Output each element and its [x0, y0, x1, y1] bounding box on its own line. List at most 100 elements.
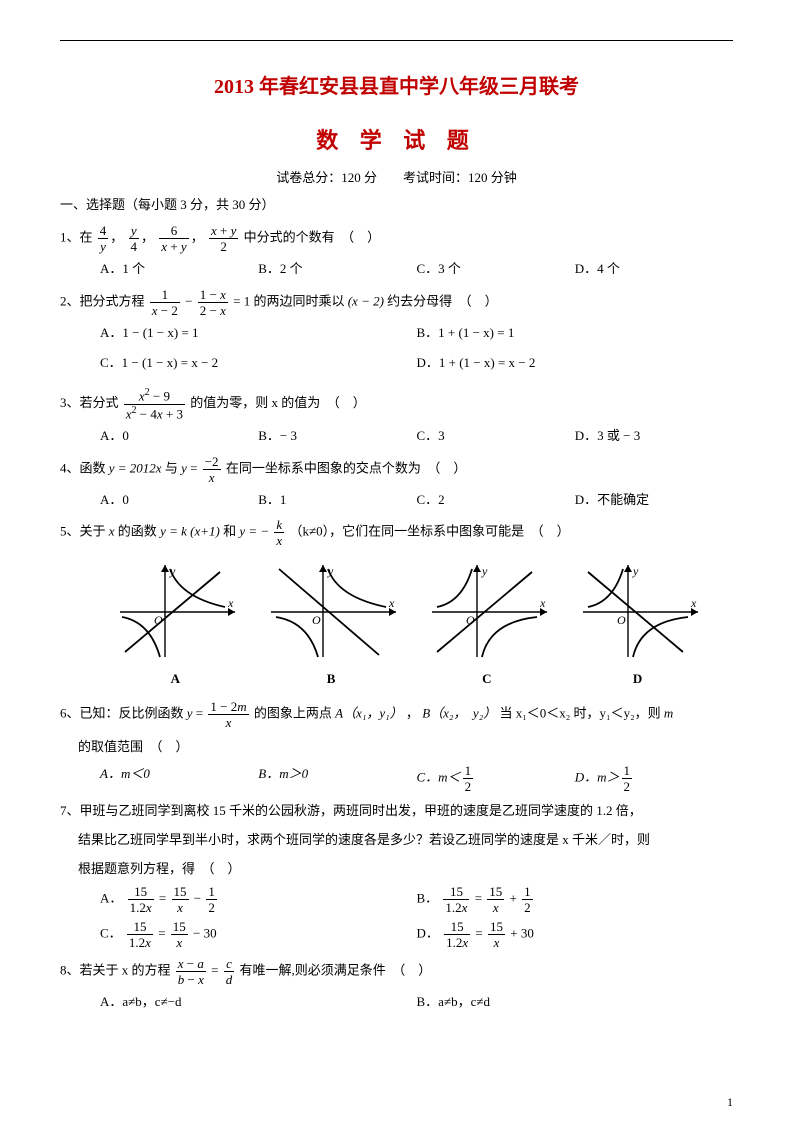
frac-q6: 1 − 2mx — [208, 700, 248, 729]
question-2: 2、把分式方程 1x − 2 − 1 − x2 − x = 1 的两边同时乘以 … — [60, 288, 733, 317]
q2-options-row2: C．1 − (1 − x) = x − 2 D．1 + (1 − x) = x … — [100, 353, 733, 374]
q6-opt-c: C．m＜12 — [417, 764, 575, 793]
q6-ptA: A（x₁，y₁） — [335, 706, 403, 721]
q8-options: A．a≠b，c≠−d B．a≠b，c≠d — [100, 992, 733, 1013]
q4-options: A．0 B．1 C．2 D．不能确定 — [100, 490, 733, 511]
q2-opt-c: C．1 − (1 − x) = x − 2 — [100, 353, 417, 374]
q3-options: A．0 B．− 3 C．3 D．3 或 − 3 — [100, 426, 733, 447]
q5-f1: y = k (x+1) — [160, 524, 220, 539]
question-7-line1: 7、甲班与乙班同学到离校 15 千米的公园秋游，两班同时出发，甲班的速度是乙班同… — [60, 801, 733, 822]
q3-opt-b: B．− 3 — [258, 426, 416, 447]
graph-c: y x O — [422, 557, 552, 667]
q2-mid2: 约去分母得 （ ） — [387, 293, 498, 308]
question-7-line2: 结果比乙班同学早到半小时，求两个班同学的速度各是多少？若设乙班同学的速度是 x … — [78, 830, 733, 851]
graph-d-label: D — [573, 669, 703, 690]
q7-opt-a: A． 151.2x = 15x − 12 — [100, 885, 417, 914]
q5-mid2: 和 — [223, 524, 239, 539]
q6-line2: 的取值范围 （ ） — [78, 737, 733, 758]
q7-opt-c: C． 151.2x = 15x − 30 — [100, 920, 417, 949]
q3-mid: 的值为零，则 x 的值为 （ ） — [190, 395, 366, 410]
svg-text:O: O — [617, 613, 626, 627]
question-8: 8、若关于 x 的方程 x − ab − x = cd 有唯一解,则必须满足条件… — [60, 957, 733, 986]
svg-text:y: y — [632, 564, 639, 578]
q5-x: x — [109, 524, 115, 539]
svg-text:x: x — [539, 596, 546, 610]
q8-mid: 有唯一解,则必须满足条件 （ ） — [239, 963, 431, 978]
top-rule — [60, 40, 733, 41]
svg-text:x: x — [388, 596, 395, 610]
q7-opt-b: B． 151.2x = 15x + 12 — [417, 885, 734, 914]
q2-opt-d: D．1 + (1 − x) = x − 2 — [417, 353, 734, 374]
q3-opt-c: C．3 — [417, 426, 575, 447]
q1-prefix: 1、在 — [60, 229, 93, 244]
q1-options: A．1 个 B．2 个 C．3 个 D．4 个 — [100, 259, 733, 280]
q6-prefix: 6、已知：反比例函数 — [60, 706, 187, 721]
q4-prefix: 4、函数 — [60, 460, 109, 475]
graph-b-wrap: y x O B — [261, 557, 401, 690]
frac-q8-left: x − ab − x — [176, 957, 206, 986]
graph-a-wrap: y x O A — [110, 557, 240, 690]
q1-opt-b: B．2 个 — [258, 259, 416, 280]
q4-mid1: 与 — [165, 460, 181, 475]
question-3: 3、若分式 x2 − 9 x2 − 4x + 3 的值为零，则 x 的值为 （ … — [60, 388, 733, 420]
q6-m: m — [664, 706, 673, 721]
q2-expr: (x − 2) — [348, 293, 384, 308]
q6-opt-d: D．m＞12 — [575, 764, 733, 793]
q7-options-row2: C． 151.2x = 15x − 30 D． 151.2x = 15x + 3… — [100, 920, 733, 949]
q2-mid1: 的两边同时乘以 — [253, 293, 347, 308]
question-7-line3: 根据题意列方程，得 （ ） — [78, 859, 733, 880]
frac-q4: −2x — [203, 455, 221, 484]
question-5: 5、关于 x 的函数 y = k (x+1) 和 y = − kx （k≠0），… — [60, 518, 733, 547]
q6-opt-b: B．m＞0 — [258, 764, 416, 793]
exam-subtitle: 数 学 试 题 — [60, 123, 733, 158]
frac-1mx-over-2mx: 1 − x2 − x — [198, 288, 228, 317]
frac-xplusy-over-2: x + y2 — [209, 224, 238, 253]
q2-opt-a: A．1 − (1 − x) = 1 — [100, 323, 417, 344]
q2-opt-b: B．1 + (1 − x) = 1 — [417, 323, 734, 344]
q2-options-row1: A．1 − (1 − x) = 1 B．1 + (1 − x) = 1 — [100, 323, 733, 344]
q3-opt-d: D．3 或 − 3 — [575, 426, 733, 447]
graph-c-wrap: y x O C — [422, 557, 552, 690]
q4-opt-c: C．2 — [417, 490, 575, 511]
frac-k-over-x: kx — [274, 518, 284, 547]
svg-text:O: O — [312, 613, 321, 627]
q1-opt-c: C．3 个 — [417, 259, 575, 280]
question-4: 4、函数 y = 2012x 与 y = −2x 在同一坐标系中图象的交点个数为… — [60, 455, 733, 484]
section-1-heading: 一、选择题（每小题 3 分，共 30 分） — [60, 195, 733, 216]
q6-options: A．m＜0 B．m＞0 C．m＜12 D．m＞12 — [100, 764, 733, 793]
q5-mid3: （k≠0），它们在同一坐标系中图象可能是 （ ） — [289, 524, 569, 539]
q4-opt-a: A．0 — [100, 490, 258, 511]
q3-opt-a: A．0 — [100, 426, 258, 447]
q5-mid1: 的函数 — [118, 524, 160, 539]
graph-d-wrap: y x O D — [573, 557, 703, 690]
q7-opt-d: D． 151.2x = 15x + 30 — [417, 920, 734, 949]
q5-prefix: 5、关于 — [60, 524, 109, 539]
svg-text:x: x — [227, 596, 234, 610]
question-6: 6、已知：反比例函数 y = 1 − 2mx 的图象上两点 A（x₁，y₁） ，… — [60, 700, 733, 729]
q7-options-row1: A． 151.2x = 15x − 12 B． 151.2x = 15x + 1… — [100, 885, 733, 914]
q3-prefix: 3、若分式 — [60, 395, 119, 410]
frac-q3: x2 − 9 x2 − 4x + 3 — [124, 388, 185, 420]
graph-d: y x O — [573, 557, 703, 667]
q1-opt-a: A．1 个 — [100, 259, 258, 280]
frac-1-over-xm2: 1x − 2 — [150, 288, 180, 317]
frac-6-over-xplusy: 6x + y — [159, 224, 188, 253]
q4-mid2: 在同一坐标系中图象的交点个数为 （ ） — [226, 460, 467, 475]
q1-opt-d: D．4 个 — [575, 259, 733, 280]
frac-y-over-4: y4 — [129, 224, 140, 253]
exam-title: 2013 年春红安县县直中学八年级三月联考 — [60, 71, 733, 103]
frac-q8-right: cd — [224, 957, 235, 986]
q4-f1: y = 2012x — [109, 460, 162, 475]
page-number: 1 — [727, 1093, 733, 1112]
frac-4-over-y: 4y — [98, 224, 109, 253]
q6-cond: 当 x₁＜0＜x₂ 时，y₁＜y₂，则 — [499, 706, 663, 721]
q4-opt-d: D．不能确定 — [575, 490, 733, 511]
question-1: 1、在 4y， y4， 6x + y， x + y2 中分式的个数有 （ ） — [60, 224, 733, 253]
svg-text:x: x — [690, 596, 697, 610]
q8-prefix: 8、若关于 x 的方程 — [60, 963, 174, 978]
q6-sep: ， — [406, 706, 419, 721]
q2-prefix: 2、把分式方程 — [60, 293, 145, 308]
graph-c-label: C — [422, 669, 552, 690]
graph-b: y x O — [261, 557, 401, 667]
q8-opt-b: B．a≠b，c≠d — [417, 992, 734, 1013]
